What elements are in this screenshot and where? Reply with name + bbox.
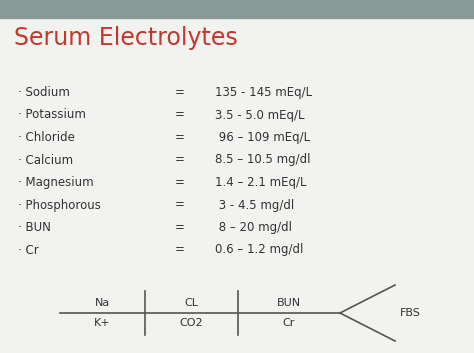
Text: =: = <box>175 221 185 234</box>
Text: · Chloride: · Chloride <box>18 131 75 144</box>
Text: · Cr: · Cr <box>18 244 39 257</box>
Text: =: = <box>175 244 185 257</box>
Text: · BUN: · BUN <box>18 221 51 234</box>
Text: · Magnesium: · Magnesium <box>18 176 94 189</box>
Text: =: = <box>175 108 185 121</box>
Text: · Phosphorous: · Phosphorous <box>18 198 101 211</box>
Text: =: = <box>175 198 185 211</box>
Text: =: = <box>175 176 185 189</box>
Text: Cr: Cr <box>283 318 295 328</box>
Text: 8.5 – 10.5 mg/dl: 8.5 – 10.5 mg/dl <box>215 154 310 167</box>
Text: =: = <box>175 86 185 99</box>
Text: 1.4 – 2.1 mEq/L: 1.4 – 2.1 mEq/L <box>215 176 307 189</box>
Text: 3 - 4.5 mg/dl: 3 - 4.5 mg/dl <box>215 198 294 211</box>
Text: 135 - 145 mEq/L: 135 - 145 mEq/L <box>215 86 312 99</box>
Text: =: = <box>175 154 185 167</box>
Text: K+: K+ <box>94 318 111 328</box>
Text: 3.5 - 5.0 mEq/L: 3.5 - 5.0 mEq/L <box>215 108 304 121</box>
Text: Na: Na <box>95 298 110 308</box>
Text: Serum Electrolytes: Serum Electrolytes <box>14 26 238 50</box>
Text: 0.6 – 1.2 mg/dl: 0.6 – 1.2 mg/dl <box>215 244 303 257</box>
Text: CL: CL <box>184 298 199 308</box>
Text: =: = <box>175 131 185 144</box>
Text: · Sodium: · Sodium <box>18 86 70 99</box>
Text: 8 – 20 mg/dl: 8 – 20 mg/dl <box>215 221 292 234</box>
Bar <box>0 0 474 18</box>
Text: BUN: BUN <box>277 298 301 308</box>
Text: · Potassium: · Potassium <box>18 108 86 121</box>
Text: · Calcium: · Calcium <box>18 154 73 167</box>
Text: FBS: FBS <box>400 308 421 318</box>
Text: CO2: CO2 <box>180 318 203 328</box>
Text: 96 – 109 mEq/L: 96 – 109 mEq/L <box>215 131 310 144</box>
